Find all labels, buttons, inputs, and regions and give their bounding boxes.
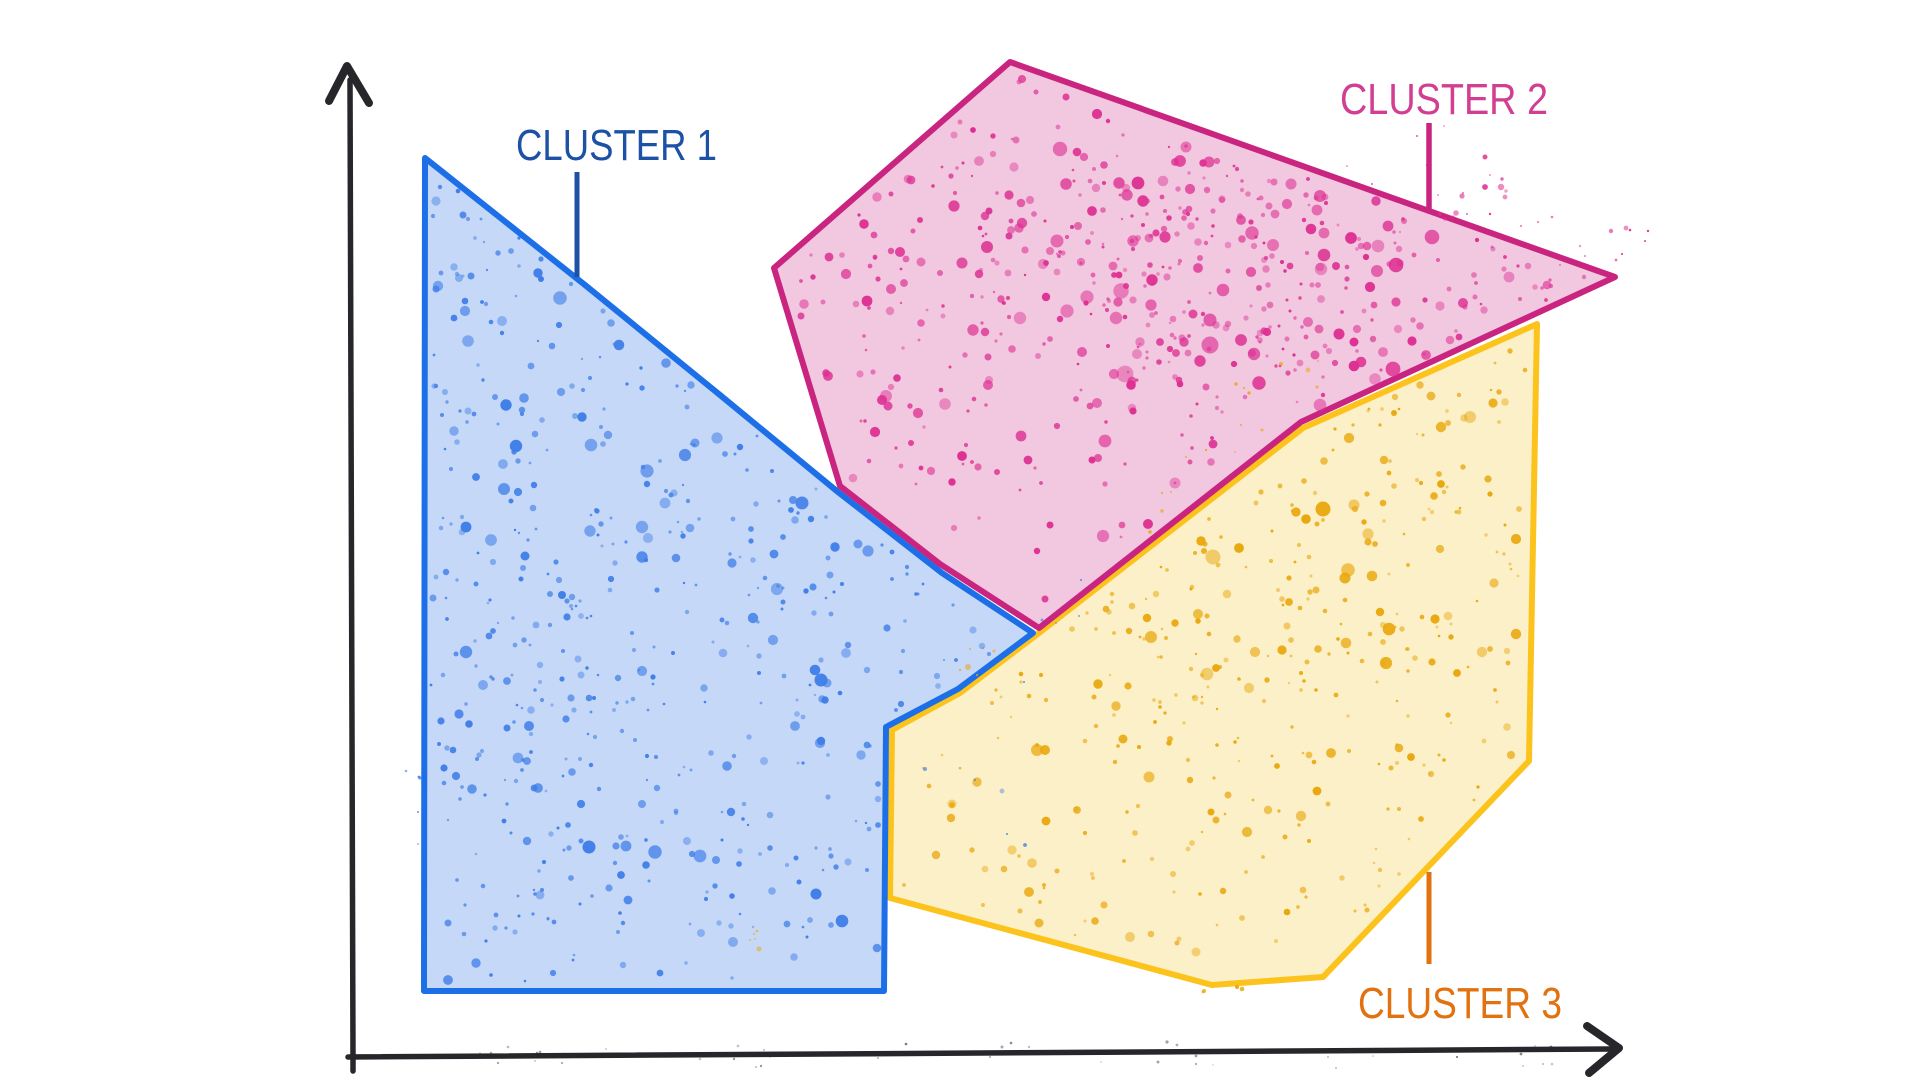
- svg-text:CLUSTER 3: CLUSTER 3: [1358, 979, 1562, 1028]
- svg-text:CLUSTER 1: CLUSTER 1: [516, 121, 717, 170]
- svg-text:CLUSTER 2: CLUSTER 2: [1340, 75, 1548, 124]
